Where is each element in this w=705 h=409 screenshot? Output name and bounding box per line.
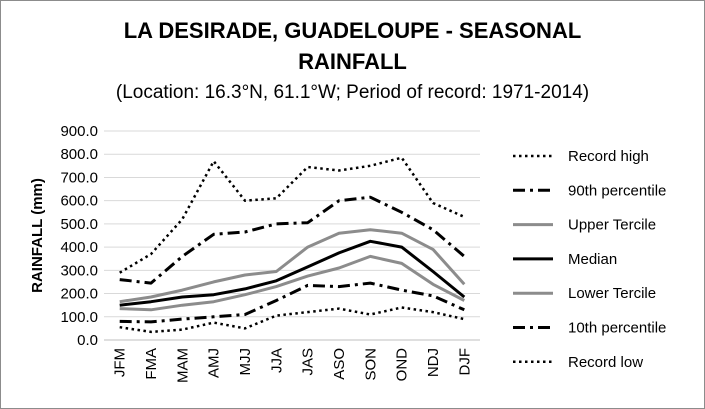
chart-title-line2: RAINFALL (298, 49, 407, 74)
x-tick-label: JFM (112, 348, 129, 377)
y-tick-label: 0.0 (77, 332, 98, 349)
chart-title-line1: LA DESIRADE, GUADELOUPE - SEASONAL (123, 18, 582, 43)
series-lines (119, 156, 466, 334)
x-tick-label: MAM (174, 348, 191, 383)
x-tick-label: ASO (331, 348, 348, 380)
y-tick-label: 200.0 (60, 286, 98, 303)
x-tick-label: AMJ (206, 348, 223, 378)
y-tick-label: 600.0 (60, 193, 98, 210)
y-tick-label: 400.0 (60, 239, 98, 256)
legend-label: Record low (568, 354, 643, 371)
x-axis: JFM FMA MAM AMJ MJJ JJA JAS ASO SON OND NDJ DJF (104, 339, 480, 383)
legend-label: Upper Tercile (568, 217, 656, 234)
legend-label: 90th percentile (568, 182, 666, 199)
series-line-10th-percentile (119, 281, 465, 324)
x-tick-label: OND (394, 348, 411, 382)
chart-subtitle: (Location: 16.3°N, 61.1°W; Period of rec… (115, 82, 590, 103)
x-tick-label: SON (362, 348, 379, 381)
legend-label: Median (568, 251, 617, 268)
legend: Record high 90th percentile Upper Tercile M… (513, 148, 666, 371)
y-tick-label: 300.0 (60, 262, 98, 279)
x-tick-label: JAS (300, 348, 317, 376)
legend-label: 10th percentile (568, 320, 666, 337)
series-line-record-high (119, 156, 465, 274)
y-tick-label: 500.0 (60, 216, 98, 233)
y-tick-label: 900.0 (60, 123, 98, 140)
legend-label: Record high (568, 148, 649, 165)
x-tick-label: NDJ (425, 348, 442, 377)
x-tick-label: DJF (456, 348, 473, 376)
y-tick-label: 700.0 (60, 169, 98, 186)
y-tick-label: 100.0 (60, 309, 98, 326)
series-line-median (119, 239, 466, 307)
series-line-upper-tercile (119, 228, 466, 304)
y-axis: 0.0 100.0 200.0 300.0 400.0 500.0 600.0 700.0 80… (29, 123, 98, 349)
x-tick-label: JJA (268, 348, 285, 373)
legend-label: Lower Tercile (568, 285, 656, 302)
x-tick-label: MJJ (237, 348, 254, 376)
y-tick-label: 800.0 (60, 146, 98, 163)
y-axis-label: RAINFALL (mm) (29, 178, 46, 293)
series-line-lower-tercile (119, 254, 465, 312)
x-tick-label: FMA (143, 348, 160, 380)
